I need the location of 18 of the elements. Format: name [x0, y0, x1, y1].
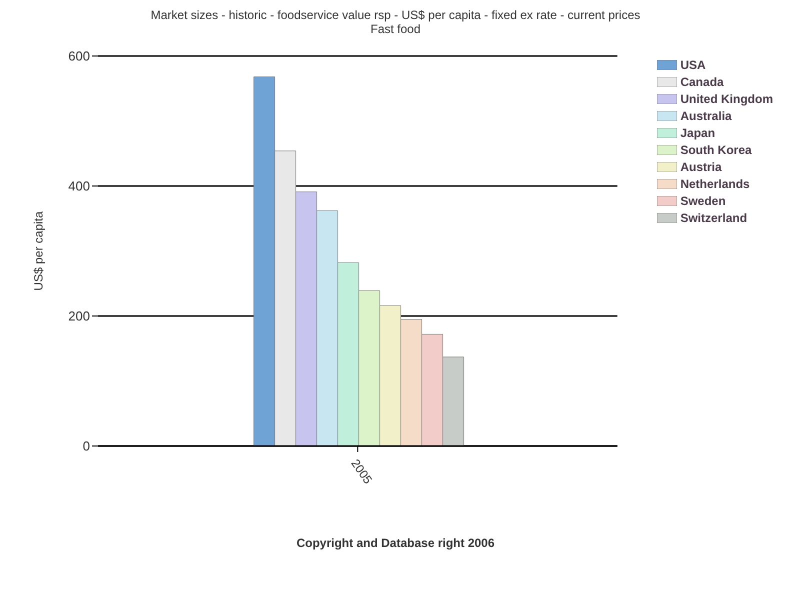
- legend-label: Japan: [680, 126, 716, 140]
- y-tick-label: 600: [68, 48, 90, 64]
- legend-label: Austria: [680, 160, 722, 174]
- legend-label: Sweden: [680, 194, 726, 208]
- legend-label: Switzerland: [680, 210, 748, 224]
- y-tick-label: 0: [82, 438, 90, 454]
- chart-subtitle: Fast food: [369, 22, 422, 36]
- legend-label: Netherlands: [680, 176, 750, 190]
- text: Copyright and Database right 2006: [295, 536, 496, 550]
- y-tick-label: 200: [68, 308, 90, 324]
- legend-label: Canada: [680, 74, 724, 88]
- legend-label: South Korea: [680, 142, 752, 156]
- legend-label: United Kingdom: [680, 92, 773, 106]
- chart-title: Market sizes - historic - foodservice value rsp - US$ per capita - fixed ex rate - current prices: [150, 8, 642, 22]
- legend-label: USA: [680, 58, 706, 72]
- y-axis-title: US$ per capita: [31, 210, 46, 291]
- legend-label: Australia: [680, 108, 732, 122]
- y-tick-label: 400: [68, 178, 90, 194]
